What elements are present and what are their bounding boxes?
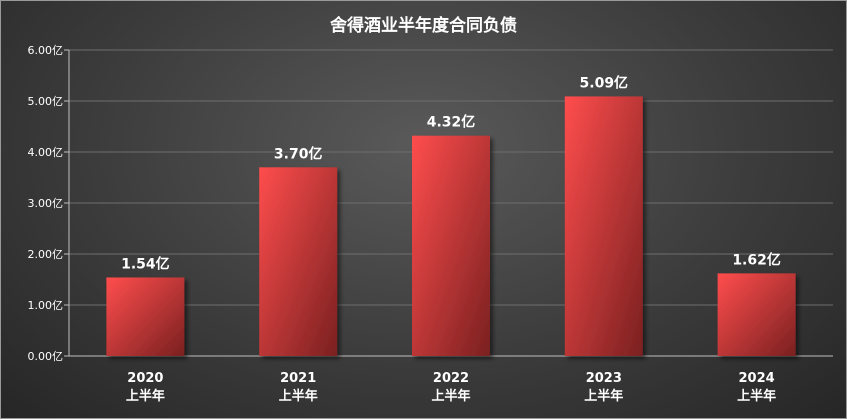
data-label: 1.62亿 — [732, 251, 781, 268]
y-tick-label: 3.00亿 — [28, 197, 64, 210]
data-label: 5.09亿 — [580, 74, 629, 91]
bar — [412, 135, 490, 356]
y-tick-label: 1.00亿 — [28, 299, 64, 312]
y-tick-label: 2.00亿 — [28, 248, 64, 261]
x-tick-label: 上半年 — [126, 388, 165, 404]
chart-title: 舍得酒业半年度合同负债 — [330, 16, 517, 36]
y-tick-label: 5.00亿 — [28, 95, 64, 108]
x-tick-label: 2021 — [280, 371, 316, 386]
y-tick-label: 6.00亿 — [28, 44, 64, 57]
x-tick-label: 2023 — [586, 371, 622, 386]
data-label: 3.70亿 — [274, 145, 323, 162]
data-label: 4.32亿 — [427, 114, 476, 131]
x-tick-label: 上半年 — [431, 388, 470, 404]
x-tick-label: 2024 — [739, 371, 775, 386]
bar — [717, 273, 796, 356]
y-tick-label: 4.00亿 — [28, 146, 64, 159]
bar — [106, 277, 185, 356]
x-tick-label: 上半年 — [584, 388, 623, 404]
x-tick-label: 2020 — [127, 371, 163, 386]
x-tick-label: 上半年 — [279, 388, 318, 404]
x-tick-label: 2022 — [433, 371, 469, 386]
x-tick-label: 上半年 — [737, 388, 776, 404]
y-tick-label: 0.00亿 — [28, 350, 64, 363]
bar — [564, 96, 643, 356]
bar — [259, 167, 338, 356]
data-label: 1.54亿 — [121, 255, 170, 272]
